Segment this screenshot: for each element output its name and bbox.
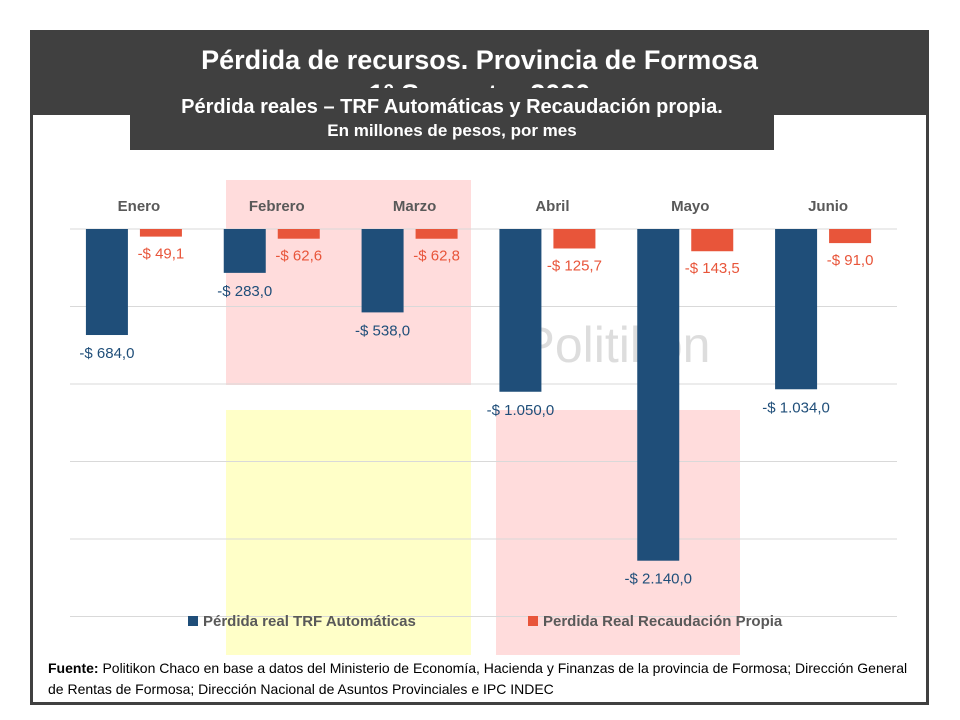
bar-trf bbox=[223, 229, 266, 273]
chart-subtitle: En millones de pesos, por mes bbox=[327, 121, 577, 140]
legend-label-recaudacion: Perdida Real Recaudación Propia bbox=[543, 613, 783, 630]
highlight-regions bbox=[226, 180, 740, 655]
bar-recaudacion bbox=[139, 229, 182, 237]
legend: Pérdida real TRF Automáticas Perdida Real… bbox=[188, 613, 783, 630]
bar-trf bbox=[361, 229, 404, 313]
bars bbox=[85, 229, 872, 561]
category-label: Abril bbox=[535, 198, 569, 215]
value-label-recaudacion: -$ 62,8 bbox=[413, 248, 460, 265]
value-label-trf: -$ 684,0 bbox=[79, 345, 134, 362]
chart-title-box: Pérdida reales – TRF Automáticas y Recau… bbox=[130, 88, 774, 150]
bar-recaudacion bbox=[691, 229, 734, 252]
category-label: Febrero bbox=[249, 198, 305, 215]
value-label-recaudacion: -$ 91,0 bbox=[827, 252, 874, 269]
bar-recaudacion bbox=[415, 229, 458, 239]
bar-trf bbox=[499, 229, 542, 392]
category-labels: Enero Febrero Marzo Abril Mayo Junio bbox=[118, 198, 848, 215]
value-label-trf: -$ 1.050,0 bbox=[487, 402, 555, 419]
highlight-yellow bbox=[226, 410, 471, 655]
source-note: Fuente: Politikon Chaco en base a datos … bbox=[48, 658, 908, 700]
highlight-feb-mar bbox=[226, 180, 471, 385]
highlight-abr-may bbox=[496, 410, 740, 655]
value-label-recaudacion: -$ 49,1 bbox=[138, 246, 185, 263]
bar-trf bbox=[85, 229, 128, 336]
page-title-line1: Pérdida de recursos. Provincia de Formos… bbox=[201, 45, 758, 75]
legend-swatch-trf bbox=[188, 616, 198, 626]
bar-recaudacion bbox=[553, 229, 596, 249]
category-label: Marzo bbox=[393, 198, 436, 215]
category-label: Junio bbox=[808, 198, 848, 215]
value-label-trf: -$ 2.140,0 bbox=[624, 571, 692, 588]
chart-title: Pérdida reales – TRF Automáticas y Recau… bbox=[181, 96, 723, 118]
value-label-trf: -$ 283,0 bbox=[217, 283, 272, 300]
gridlines bbox=[70, 228, 897, 617]
bar-trf bbox=[775, 229, 818, 390]
source-text: Politikon Chaco en base a datos del Mini… bbox=[48, 660, 908, 697]
value-label-recaudacion: -$ 143,5 bbox=[685, 260, 740, 277]
bar-trf bbox=[637, 229, 680, 561]
source-label: Fuente: bbox=[48, 660, 99, 676]
value-label-recaudacion: -$ 125,7 bbox=[547, 257, 602, 274]
legend-swatch-recaudacion bbox=[528, 616, 538, 626]
value-labels: -$ 684,0 -$ 49,1 -$ 283,0 -$ 62,6 -$ 538,0 -$… bbox=[79, 246, 873, 588]
value-label-recaudacion: -$ 62,6 bbox=[275, 248, 322, 265]
bar-recaudacion bbox=[277, 229, 320, 239]
value-label-trf: -$ 538,0 bbox=[355, 322, 410, 339]
category-label: Enero bbox=[118, 198, 161, 215]
bar-recaudacion bbox=[829, 229, 872, 244]
category-label: Mayo bbox=[671, 198, 709, 215]
value-label-trf: -$ 1.034,0 bbox=[762, 399, 830, 416]
legend-label-trf: Pérdida real TRF Automáticas bbox=[203, 613, 416, 630]
watermark: Politikon bbox=[522, 317, 711, 373]
